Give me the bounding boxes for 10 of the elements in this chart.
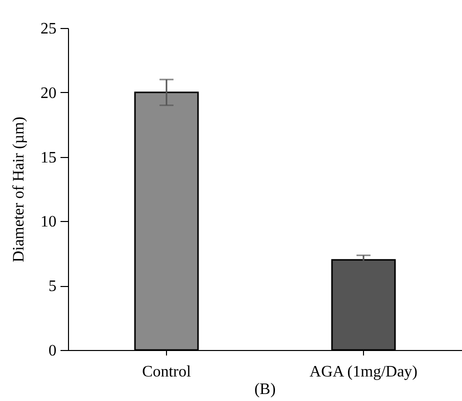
y-tick-label: 5 xyxy=(48,278,56,296)
y-tick-label: 0 xyxy=(48,342,56,360)
x-tick-label: Control xyxy=(142,364,192,380)
y-tick-label: 25 xyxy=(40,20,56,38)
y-tick-label: 20 xyxy=(40,84,56,102)
y-tick-label: 10 xyxy=(40,214,56,231)
text: (B) xyxy=(254,381,276,398)
x-tick-label: AGA (1mg/Day) xyxy=(310,364,418,380)
y-axis-title: Diameter of Hair (µm) xyxy=(10,116,28,262)
y-tick-label: 15 xyxy=(40,149,56,166)
